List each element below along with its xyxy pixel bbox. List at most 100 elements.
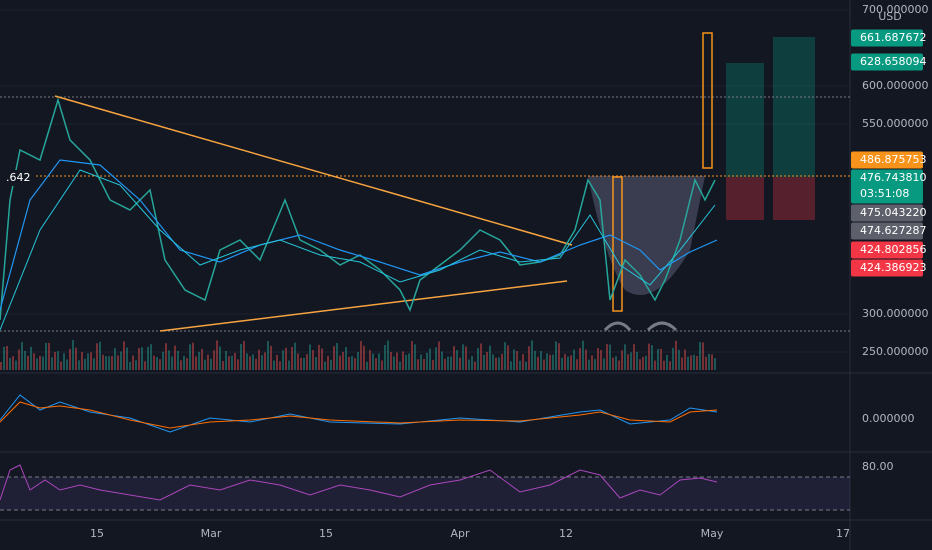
- volume-bar: [195, 356, 197, 370]
- volume-bar: [558, 343, 560, 370]
- price-tag-label: 424.386923: [860, 261, 926, 274]
- volume: [0, 340, 716, 370]
- volume-bar: [555, 341, 557, 370]
- volume-bar: [480, 343, 482, 370]
- volume-bar: [108, 356, 110, 370]
- volume-bar: [375, 358, 377, 370]
- volume-bar: [567, 356, 569, 370]
- rsi-axis-label: 80.00: [862, 460, 894, 473]
- volume-bar: [267, 341, 269, 370]
- volume-bar: [651, 345, 653, 370]
- volume-bar: [27, 355, 29, 370]
- volume-bar: [201, 349, 203, 370]
- volume-bar: [666, 355, 668, 370]
- volume-bar: [156, 357, 158, 370]
- price-tick-label: 250.000000: [862, 345, 928, 358]
- volume-bar: [3, 346, 5, 370]
- currency-label: USD: [878, 10, 902, 23]
- volume-bar: [225, 350, 227, 370]
- volume-bar: [561, 357, 563, 370]
- volume-bar: [441, 351, 443, 370]
- volume-bar: [306, 354, 308, 370]
- volume-bar: [276, 354, 278, 370]
- volume-bar: [318, 344, 320, 370]
- volume-bar: [399, 361, 401, 370]
- volume-bar: [33, 353, 35, 370]
- trend-line: [54, 95, 573, 246]
- volume-bar: [210, 358, 212, 370]
- volume-bar: [351, 356, 353, 370]
- volume-bar: [30, 346, 32, 370]
- volume-bar: [309, 344, 311, 370]
- volume-bar: [69, 348, 71, 370]
- volume-bar: [90, 352, 92, 370]
- volume-bar: [570, 355, 572, 370]
- volume-bar: [132, 355, 134, 370]
- volume-bar: [381, 360, 383, 370]
- volume-bar: [513, 349, 515, 370]
- volume-bar: [42, 356, 44, 370]
- volume-bar: [474, 361, 476, 370]
- volume-bar: [252, 354, 254, 370]
- volume-bar: [264, 352, 266, 370]
- volume-bar: [348, 356, 350, 370]
- volume-bar: [540, 350, 542, 370]
- price-tag: [851, 53, 923, 71]
- volume-bar: [453, 346, 455, 370]
- volume-bar: [504, 342, 506, 370]
- volume-bar: [519, 360, 521, 370]
- time-label: 15: [90, 527, 104, 540]
- volume-bar: [654, 360, 656, 370]
- volume-bar: [357, 352, 359, 370]
- volume-bar: [336, 342, 338, 370]
- volume-bar: [288, 360, 290, 370]
- macd-axis-label: 0.000000: [862, 412, 915, 425]
- volume-bar: [12, 356, 14, 370]
- volume-bar: [9, 357, 11, 370]
- volume-bar: [564, 354, 566, 370]
- time-label: 12: [559, 527, 573, 540]
- volume-bar: [516, 351, 518, 370]
- volume-bar: [402, 351, 404, 370]
- volume-bar: [54, 352, 56, 370]
- volume-bar: [96, 343, 98, 370]
- volume-bar: [660, 348, 662, 370]
- volume-bar: [606, 344, 608, 370]
- volume-bar: [642, 356, 644, 370]
- volume-bar: [177, 350, 179, 370]
- volume-bar: [174, 345, 176, 370]
- volume-bar: [294, 342, 296, 370]
- volume-bar: [255, 358, 257, 370]
- volume-bar: [672, 347, 674, 370]
- price-tick-label: 600.000000: [862, 79, 928, 92]
- volume-bar: [711, 354, 713, 370]
- volume-bar: [669, 361, 671, 370]
- volume-bar: [303, 357, 305, 370]
- volume-bar: [477, 348, 479, 370]
- volume-bar: [66, 359, 68, 370]
- loss-zone: [773, 177, 815, 220]
- volume-bar: [39, 355, 41, 370]
- volume-bar: [705, 356, 707, 370]
- price-tag: [851, 169, 923, 204]
- volume-bar: [339, 355, 341, 370]
- price-tag-label: 486.875753: [860, 153, 926, 166]
- volume-bar: [627, 354, 629, 370]
- volume-bar: [324, 361, 326, 370]
- volume-bar: [495, 357, 497, 370]
- volume-bar: [591, 355, 593, 370]
- volume-bar: [366, 361, 368, 370]
- volume-bar: [240, 343, 242, 370]
- volume-bar: [102, 354, 104, 370]
- volume-bar: [327, 355, 329, 370]
- volume-bar: [78, 360, 80, 370]
- handle-marks: [603, 321, 678, 332]
- volume-bar: [636, 351, 638, 370]
- volume-bar: [231, 355, 233, 370]
- volume-bar: [573, 349, 575, 370]
- volume-bar: [462, 344, 464, 370]
- volume-bar: [57, 351, 59, 370]
- volume-bar: [243, 340, 245, 370]
- volume-bar: [702, 342, 704, 370]
- volume-bar: [426, 352, 428, 370]
